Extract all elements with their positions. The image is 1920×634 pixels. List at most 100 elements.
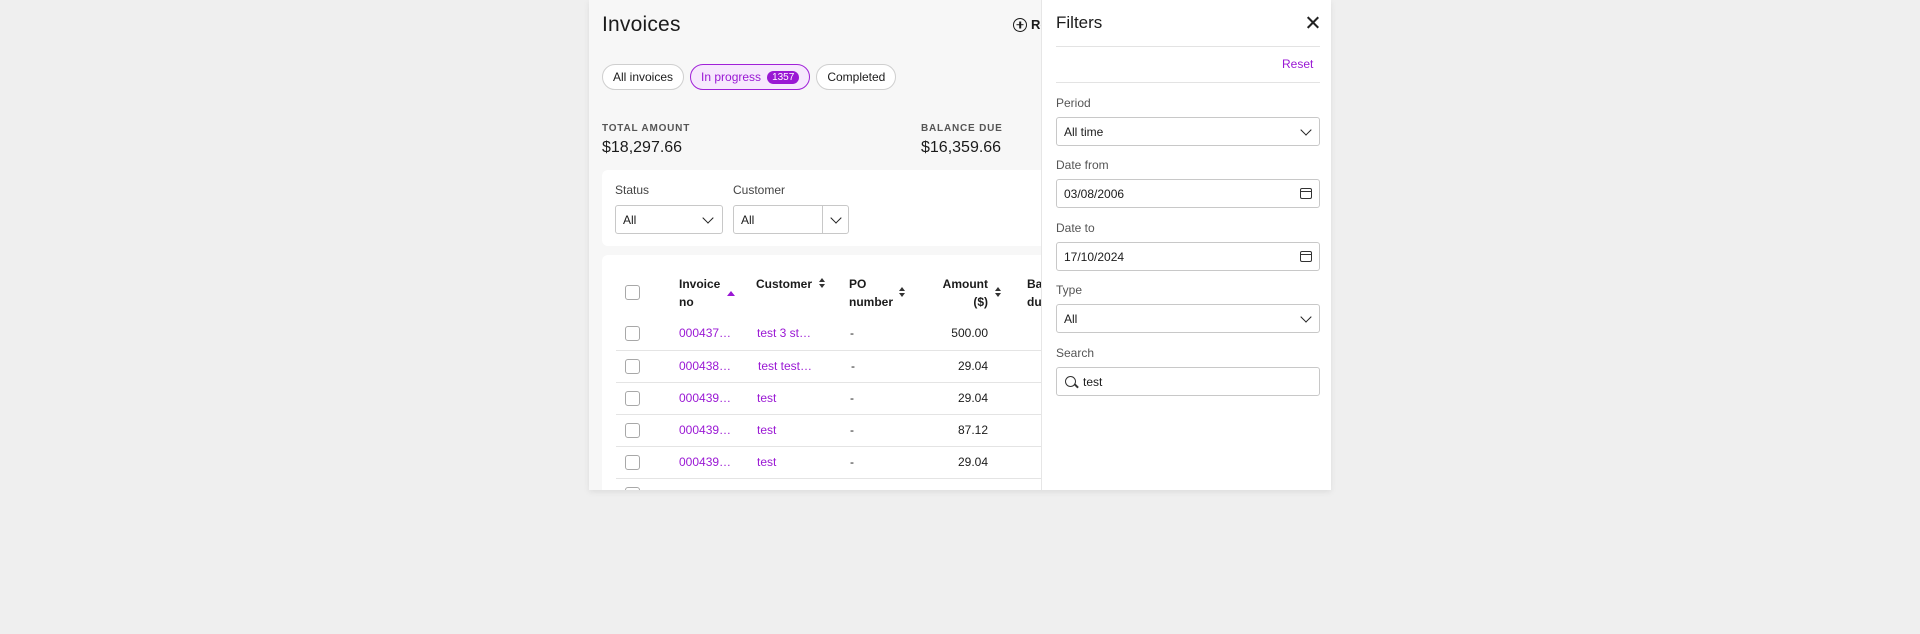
row-checkbox[interactable]	[625, 423, 640, 438]
row-checkbox[interactable]	[625, 359, 640, 374]
header-text: PO	[849, 277, 867, 291]
tab-all-invoices[interactable]: All invoices	[602, 64, 685, 90]
period-select[interactable]: All time	[1056, 117, 1320, 146]
tab-label: In progress	[701, 70, 762, 84]
customer-label: Customer	[733, 183, 786, 197]
po-number-cell: -	[850, 423, 854, 437]
record-payment-button[interactable]: Re	[1013, 17, 1041, 32]
po-number-cell: -	[850, 391, 854, 405]
close-icon[interactable]	[1306, 16, 1319, 29]
sort-ascending-icon[interactable]	[727, 291, 735, 296]
header-invoice-no[interactable]: Invoice no	[679, 275, 720, 311]
invoice-link[interactable]: 000439…	[679, 391, 732, 405]
balance-cell: 8	[1002, 423, 1041, 437]
filters-panel: Filters Reset Period All time Date from …	[1041, 0, 1331, 490]
amount-cell: 29.04	[957, 359, 988, 373]
calendar-icon[interactable]	[1300, 251, 1312, 262]
date-to-field[interactable]: 17/10/2024	[1056, 242, 1320, 271]
page-title: Invoices	[602, 13, 681, 36]
tab-label: Completed	[827, 70, 886, 84]
balance-cell: 2	[1002, 359, 1041, 373]
header-text: no	[679, 295, 694, 309]
sort-icon[interactable]	[899, 287, 905, 291]
invoice-link[interactable]: 000439…	[679, 455, 732, 469]
search-icon	[1065, 376, 1076, 387]
header-text: du	[1027, 295, 1041, 309]
sort-icon[interactable]	[819, 278, 825, 282]
sort-icon[interactable]	[995, 287, 1001, 291]
period-value: All time	[1064, 124, 1104, 139]
status-value: All	[623, 212, 637, 227]
divider	[1056, 46, 1320, 47]
customer-link[interactable]: test	[757, 423, 777, 437]
balance-cell: 29	[1002, 455, 1041, 469]
header-text: ($)	[973, 295, 988, 309]
header-customer[interactable]: Customer	[756, 275, 812, 293]
invoice-link[interactable]: 000438…	[679, 359, 732, 373]
chevron-down-icon	[1300, 124, 1312, 136]
po-number-cell: -	[850, 455, 854, 469]
invoice-tabs: All invoices In progress 1357 Completed	[602, 64, 897, 90]
amount-cell: 29.04	[957, 455, 988, 469]
customer-link[interactable]: test 3 st…	[757, 326, 812, 340]
row-checkbox[interactable]	[625, 391, 640, 406]
date-to-label: Date to	[1056, 221, 1095, 235]
row-checkbox[interactable]	[625, 326, 640, 341]
reset-link[interactable]: Reset	[1282, 57, 1314, 71]
date-from-field[interactable]: 03/08/2006	[1056, 179, 1320, 208]
header-text: Amount	[942, 277, 988, 291]
calendar-icon[interactable]	[1300, 188, 1312, 199]
total-amount-value: $18,297.66	[602, 139, 683, 156]
sort-icon[interactable]	[819, 284, 825, 288]
search-label: Search	[1056, 346, 1095, 360]
type-value: All	[1064, 311, 1078, 326]
invoices-table: Invoice no Customer PO number Amount ($)	[602, 255, 1041, 490]
filters-title: Filters	[1056, 13, 1103, 32]
row-checkbox[interactable]	[625, 455, 640, 470]
header-amount[interactable]: Amount ($)	[930, 275, 988, 311]
divider	[1056, 82, 1320, 83]
customer-link[interactable]: test	[757, 455, 777, 469]
status-select[interactable]: All	[615, 205, 723, 234]
search-value: test	[1083, 374, 1103, 389]
invoices-main: Invoices Re All invoices In progress 135…	[589, 0, 1041, 490]
chevron-down-icon	[1300, 311, 1312, 323]
type-select[interactable]: All	[1056, 304, 1320, 333]
select-divider	[822, 206, 823, 233]
plus-circle-icon	[1013, 17, 1027, 32]
tab-completed[interactable]: Completed	[816, 64, 897, 90]
row-checkbox[interactable]	[625, 487, 640, 490]
tab-in-progress[interactable]: In progress 1357	[690, 64, 811, 90]
type-label: Type	[1056, 283, 1083, 297]
table-row[interactable]: 000438… test test… - 29.04 2	[616, 350, 1041, 382]
tab-label: All invoices	[613, 70, 674, 84]
table-row[interactable]: 000439… test - 29.04 28	[616, 382, 1041, 414]
table-row[interactable]: 000439… test - 29.04 29	[616, 446, 1041, 478]
inline-filter-card: Status All Customer All	[602, 170, 1041, 246]
invoice-link[interactable]: 000437…	[679, 326, 732, 340]
sort-icon[interactable]	[899, 293, 905, 297]
invoice-link[interactable]: 000439…	[679, 423, 732, 437]
date-to-value: 17/10/2024	[1064, 249, 1125, 264]
count-badge: 1357	[767, 70, 800, 84]
record-payment-label: Re	[1031, 17, 1041, 32]
table-row[interactable]: 000437… test 3 st… - 500.00 500	[616, 318, 1041, 350]
balance-cell: 500	[1002, 326, 1041, 340]
customer-link[interactable]: test	[757, 391, 777, 405]
customer-select[interactable]: All	[733, 205, 849, 234]
header-balance-due[interactable]: Ba du	[1027, 275, 1041, 311]
balance-cell: 28	[1002, 391, 1041, 405]
period-label: Period	[1056, 96, 1091, 110]
chevron-down-icon[interactable]	[830, 212, 842, 224]
search-input[interactable]: test	[1056, 367, 1320, 396]
sort-icon[interactable]	[995, 293, 1001, 297]
customer-link[interactable]: test test…	[758, 359, 813, 373]
table-row[interactable]: 000439… test - 87.12 8	[616, 414, 1041, 446]
header-text: Ba	[1027, 277, 1041, 291]
header-po-number[interactable]: PO number	[849, 275, 893, 311]
header-text: Invoice	[679, 277, 721, 291]
amount-cell: 87.12	[957, 423, 988, 437]
table-row[interactable]	[616, 478, 1041, 490]
select-all-checkbox[interactable]	[625, 285, 640, 300]
balance-due-label: BALANCE DUE	[921, 123, 1003, 134]
